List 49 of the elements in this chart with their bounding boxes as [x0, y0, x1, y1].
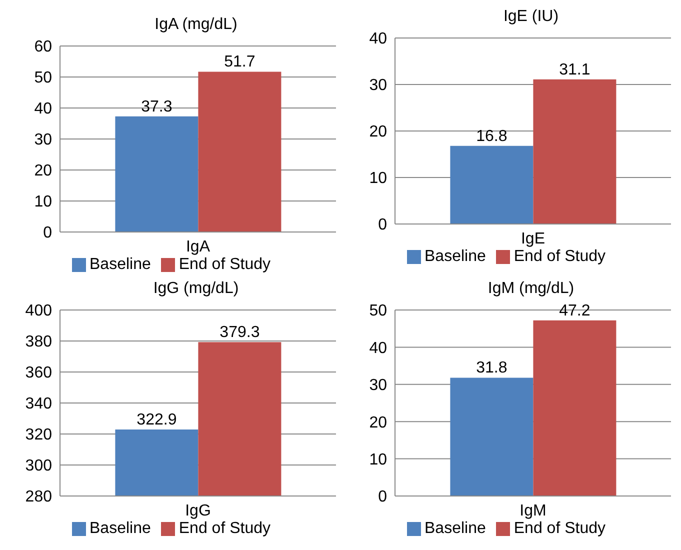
data-label: 37.3	[141, 98, 172, 116]
y-tick-label: 280	[25, 488, 52, 506]
chart-title: IgE (IU)	[502, 8, 560, 27]
legend-label: End of Study	[178, 520, 270, 537]
legend-label: Baseline	[90, 520, 151, 537]
legend-label: Baseline	[424, 520, 486, 537]
y-tick-label: 300	[25, 458, 52, 475]
legend-label: End of Study	[514, 248, 606, 265]
x-tick-label: IgM	[520, 502, 546, 520]
x-tick-label: IgE	[520, 230, 546, 248]
y-tick-label: 30	[34, 132, 52, 149]
chart-title: IgG (mg/dL)	[152, 280, 240, 299]
y-tick-label: 20	[34, 162, 52, 180]
y-tick-label: 40	[369, 30, 388, 48]
data-label: 379.3	[220, 324, 260, 342]
x-tick-label: IgG	[185, 502, 211, 520]
y-tick-label: 0	[378, 488, 388, 506]
chart-title: IgM (mg/dL)	[486, 280, 576, 299]
y-tick-label: 50	[34, 70, 52, 87]
data-label: 322.9	[136, 412, 177, 429]
data-label: 31.1	[559, 61, 590, 78]
legend-label: Baseline	[90, 256, 151, 273]
data-label: 31.8	[476, 360, 508, 377]
y-tick-label: 20	[369, 414, 388, 432]
y-tick-label: 380	[25, 334, 52, 351]
y-tick-label: 50	[369, 302, 388, 320]
y-tick-label: 10	[369, 170, 388, 188]
data-label: 16.8	[476, 128, 508, 145]
legend-label: End of Study	[178, 256, 270, 273]
y-tick-label: 360	[25, 364, 52, 382]
data-label: 47.2	[559, 302, 590, 320]
y-tick-label: 340	[25, 396, 52, 413]
x-tick-label: IgA	[186, 238, 210, 256]
legend-label: Baseline	[424, 248, 486, 265]
y-tick-label: 20	[369, 124, 388, 141]
legend-label: End of Study	[514, 520, 606, 537]
y-tick-label: 0	[378, 216, 388, 234]
y-tick-label: 40	[34, 100, 52, 118]
data-label: 51.7	[224, 54, 256, 71]
y-tick-label: 10	[34, 194, 52, 211]
chart-title: IgA (mg/dL)	[154, 16, 238, 35]
y-tick-label: 40	[369, 340, 388, 357]
y-tick-label: 60	[34, 38, 52, 56]
y-tick-label: 320	[25, 426, 52, 444]
y-tick-label: 0	[43, 224, 52, 242]
y-tick-label: 30	[369, 377, 388, 394]
y-tick-label: 30	[369, 77, 388, 94]
y-tick-label: 10	[369, 451, 388, 468]
y-tick-label: 400	[25, 302, 52, 320]
